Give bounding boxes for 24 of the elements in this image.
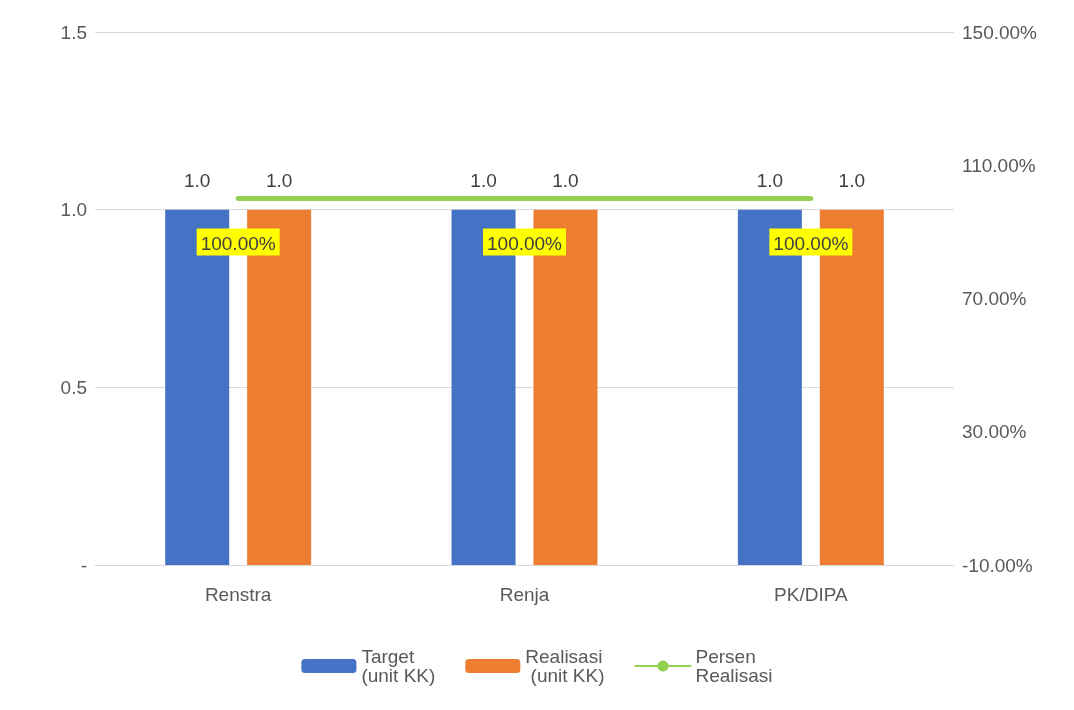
data-label: 100.00% [486,232,563,254]
data-label: 1.0 [552,169,579,191]
data-label: 1.0 [756,169,784,191]
data-label: 100.00% [200,232,276,254]
y2-tick-label: 30.00% [962,421,1027,443]
y2-tick-label: -10.00% [962,554,1033,576]
y-tick-label: 0.5 [60,376,87,398]
y2-tick-label: 110.00% [962,154,1036,176]
data-label: 100.00% [773,232,849,254]
x-tick-label: Renja [499,584,550,605]
x-tick-label: Renstra [204,584,272,605]
data-label: 1.0 [470,169,497,191]
y2-tick-label: 150.00% [962,21,1038,43]
y-tick-label: 1.0 [60,199,87,221]
x-tick-label: PK/DIPA [774,584,848,605]
data-label: 1.0 [265,169,293,191]
legend-label: Target (unit KK) [361,646,436,686]
y-tick-label: - [80,554,87,576]
data-label: 1.0 [184,169,211,191]
legend-label: Persen Realisasi [695,646,773,686]
legend-label: Realisasi (unit KK) [525,646,605,686]
data-label: 1.0 [838,169,865,191]
y2-tick-label: 70.00% [962,288,1027,309]
y-tick-label: 1.5 [60,21,87,43]
